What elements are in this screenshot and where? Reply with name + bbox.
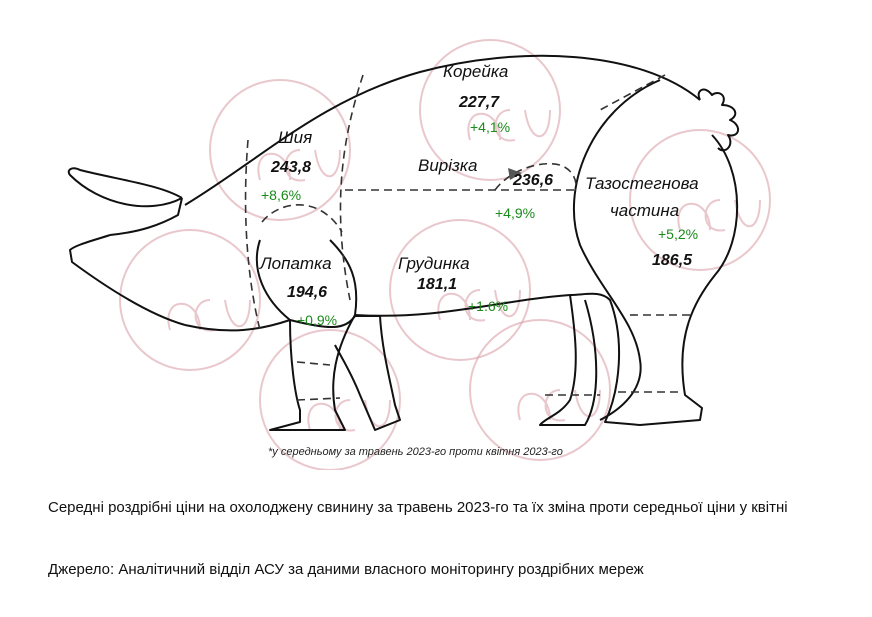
cut-name-loin: Корейка [443,62,509,81]
footnote: *у середньому за травень 2023-го проти к… [268,446,563,458]
cut-change-ham: +5,2% [658,226,699,242]
cut-name-belly: Грудинка [398,254,470,273]
cut-name-neck: Шия [278,128,313,147]
cut-price-ham: 186,5 [652,252,693,269]
cut-name-tenderloin: Вирізка [418,156,478,175]
cut-name-shoulder: Лопатка [260,254,332,273]
cut-price-neck: 243,8 [271,159,312,176]
cut-change-loin: +4,1% [470,119,511,135]
source: Джерело: Аналітичний відділ АСУ за даним… [48,561,644,578]
cut-change-tenderloin: +4,9% [495,205,536,221]
cut-price-shoulder: 194,6 [287,284,328,301]
cut-name-ham-line2: частина [610,201,680,220]
cut-price-belly: 181,1 [417,276,458,293]
caption: Середні роздрібні ціни на охолоджену сви… [48,499,788,516]
cut-name-ham-line1: Тазостегнова [585,174,699,193]
pig-outline [67,54,739,431]
pig-diagram [67,39,771,470]
arrow-icon [508,168,522,180]
cut-price-loin: 227,7 [459,94,500,111]
cut-change-belly: +1.6% [468,298,509,314]
cut-change-neck: +8,6% [261,187,302,203]
watermark [119,39,771,470]
cut-price-tenderloin: 236,6 [513,172,554,189]
cut-lines [244,74,695,401]
cut-change-shoulder: +0,9% [297,312,338,328]
